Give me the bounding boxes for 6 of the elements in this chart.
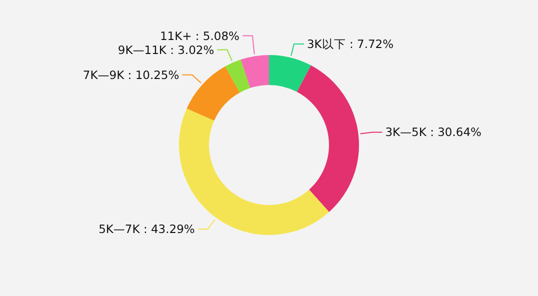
- slice-label: 9K—11K : 3.02%: [118, 42, 214, 57]
- slice-label: 5K—7K : 43.29%: [98, 222, 195, 236]
- slice-label: 11K+ : 5.08%: [160, 28, 240, 43]
- slice-label: 3K以下 : 7.72%: [306, 37, 394, 52]
- slice-label: 3K—5K : 30.64%: [385, 125, 482, 140]
- slice-label: 7K—9K : 10.25%: [82, 68, 180, 82]
